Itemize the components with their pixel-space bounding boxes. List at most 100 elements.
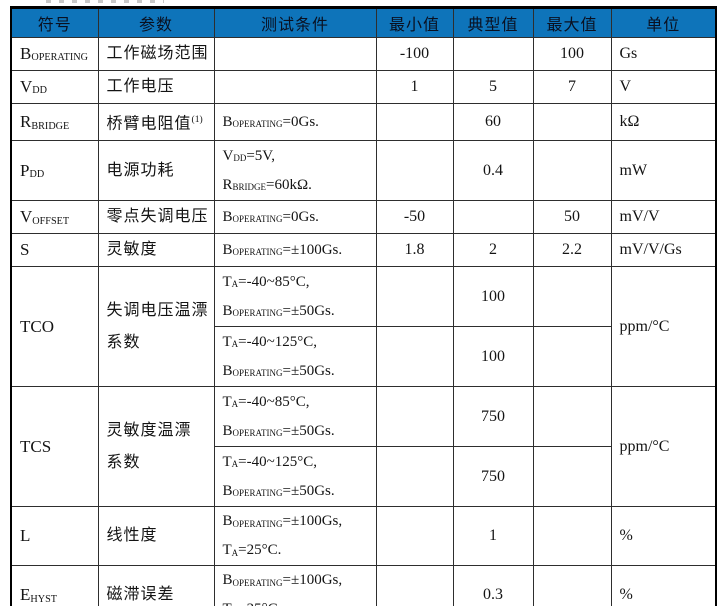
table-row: RBRIDGE 桥臂电阻值(1) BOPERATING=0Gs. 60 kΩ <box>10 102 717 142</box>
cell-param: 工作磁场范围 <box>97 37 215 71</box>
cell-cond <box>213 70 377 104</box>
cell-unit: mV/V <box>610 200 717 235</box>
cell-max <box>532 565 612 606</box>
cell-unit: kΩ <box>610 102 717 142</box>
cell-typ: 0.3 <box>452 565 534 606</box>
cell-unit: % <box>610 565 717 606</box>
table-row: L 线性度 BOPERATING=±100Gs, TA=25°C. 1% <box>10 506 717 567</box>
cell-symbol: TCO <box>10 266 99 388</box>
cell-typ: 750 <box>452 386 534 448</box>
table-row: TA=-40~125°C, BOPERATING=±50Gs. 100 <box>11 326 716 388</box>
cell-max <box>532 140 612 202</box>
column-header-symbol: 符号 <box>10 7 99 38</box>
table-row: TCS 灵敏度温漂 系数 TA=-40~85°C, BOPERATING=±50Gs. 7… <box>10 386 717 508</box>
cell-param: 电源功耗 <box>97 140 215 202</box>
cell-unit: ppm/°C <box>610 266 717 388</box>
cell-min <box>375 140 454 202</box>
header-row: 符号 参数 测试条件 最小值 典型值 最大值 单位 <box>10 7 717 38</box>
column-header-param: 参数 <box>97 7 215 38</box>
cell-cond: TA=-40~125°C, BOPERATING=±50Gs. <box>213 326 377 388</box>
spec-table-header: 符号 参数 测试条件 最小值 典型值 最大值 单位 <box>10 7 717 38</box>
cell-min <box>375 266 454 328</box>
cell-typ: 100 <box>452 326 534 388</box>
cell-min: 1 <box>375 70 454 104</box>
cell-typ: 1 <box>452 506 534 567</box>
cell-symbol: VOFFSET <box>10 200 99 235</box>
cell-min <box>375 506 454 567</box>
cell-max <box>532 446 612 508</box>
cell-param: 桥臂电阻值(1) <box>97 102 215 142</box>
cell-unit: ppm/°C <box>610 386 717 508</box>
cell-min: -50 <box>375 200 454 235</box>
table-row: PDD 电源功耗 VDD=5V, RBRIDGE=60kΩ. 0.4 mW <box>10 140 717 202</box>
cell-min: 1.8 <box>375 233 454 268</box>
cell-param: 灵敏度 <box>97 233 215 268</box>
table-row: TCO 失调电压温漂 系数 TA=-40~85°C, BOPERATING=±50Gs.… <box>10 266 717 388</box>
cell-symbol: RBRIDGE <box>10 102 99 142</box>
cell-cond: TA=-40~85°C, BOPERATING=±50Gs. <box>213 386 377 448</box>
cell-cond: BOPERATING=0Gs. <box>213 200 377 235</box>
cell-typ: 750 <box>452 446 534 508</box>
cell-cond: BOPERATING=±100Gs,TA=25°C. <box>213 565 377 606</box>
cell-symbol: L <box>10 506 99 567</box>
cell-symbol: BOPERATING <box>10 37 99 71</box>
cell-max: 50 <box>532 200 612 235</box>
cell-param: 线性度 <box>97 506 215 567</box>
cell-symbol: S <box>10 233 99 268</box>
cell-cond <box>213 37 377 71</box>
cell-cond: TA=-40~125°C, BOPERATING=±50Gs. <box>213 446 377 508</box>
cell-param: 磁滞误差 <box>97 565 215 606</box>
cell-max <box>532 102 612 142</box>
cell-unit: Gs <box>610 37 717 71</box>
cell-min <box>375 386 454 448</box>
spec-table: 符号 参数 测试条件 最小值 典型值 最大值 单位 BOPERATING 工作磁场范围 -100… <box>10 6 717 606</box>
cell-max: 7 <box>532 70 612 104</box>
cell-unit: mW <box>610 140 717 202</box>
cell-cond: TA=-40~85°C, BOPERATING=±50Gs. <box>213 266 377 328</box>
cell-typ: 5 <box>452 70 534 104</box>
cell-typ: 0.4 <box>452 140 534 202</box>
cropped-text-remnant <box>46 0 164 3</box>
cell-min <box>375 565 454 606</box>
cell-unit: % <box>610 506 717 567</box>
cell-symbol: EHYST <box>10 565 99 606</box>
cell-unit: V <box>610 70 717 104</box>
column-header-unit: 单位 <box>610 7 717 38</box>
column-header-cond: 测试条件 <box>213 7 377 38</box>
cell-typ <box>452 37 534 71</box>
cell-symbol: VDD <box>10 70 99 104</box>
cell-symbol: PDD <box>10 140 99 202</box>
cell-max: 100 <box>532 37 612 71</box>
cell-cond: BOPERATING=±100Gs,TA=25°C. <box>213 506 377 567</box>
cell-param: 零点失调电压 <box>97 200 215 235</box>
table-row: BOPERATING 工作磁场范围 -100 100 Gs <box>10 37 717 71</box>
cell-max: 2.2 <box>532 233 612 268</box>
cell-min <box>375 326 454 388</box>
cell-min <box>375 102 454 142</box>
column-header-typ: 典型值 <box>452 7 534 38</box>
cell-min <box>375 446 454 508</box>
cell-param: 失调电压温漂 系数 <box>97 266 215 388</box>
table-row: S 灵敏度 BOPERATING=±100Gs. 1.8 2 2.2 mV/V/Gs <box>10 233 717 268</box>
cell-max <box>532 506 612 567</box>
column-header-min: 最小值 <box>375 7 454 38</box>
spec-table-body: BOPERATING 工作磁场范围 -100 100 Gs VDD 工作电压 1 5 7 V RBRI… <box>10 37 717 606</box>
cell-unit: mV/V/Gs <box>610 233 717 268</box>
cell-max <box>532 326 612 388</box>
cell-symbol: TCS <box>10 386 99 508</box>
column-header-max: 最大值 <box>532 7 612 38</box>
cell-typ: 2 <box>452 233 534 268</box>
cell-cond: BOPERATING=±100Gs. <box>213 233 377 268</box>
cell-typ: 100 <box>452 266 534 328</box>
cell-typ <box>452 200 534 235</box>
cell-max <box>532 386 612 448</box>
cell-cond: BOPERATING=0Gs. <box>213 102 377 142</box>
table-row: VDD 工作电压 1 5 7 V <box>10 70 717 104</box>
cell-max <box>532 266 612 328</box>
cell-cond: VDD=5V, RBRIDGE=60kΩ. <box>213 140 377 202</box>
cell-typ: 60 <box>452 102 534 142</box>
cell-param: 工作电压 <box>97 70 215 104</box>
cell-param: 灵敏度温漂 系数 <box>97 386 215 508</box>
